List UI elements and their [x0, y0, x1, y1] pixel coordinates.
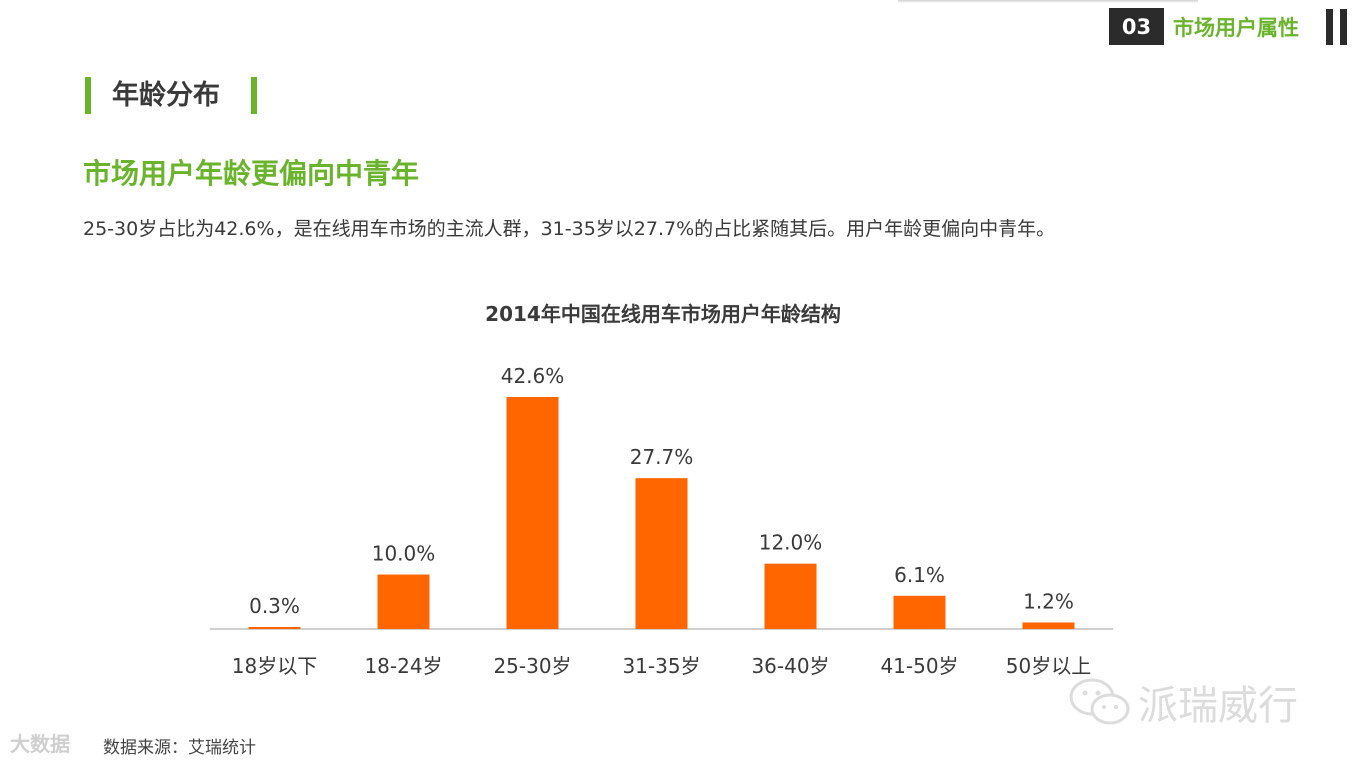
page-subtitle: 市场用户年龄更偏向中青年	[83, 157, 420, 190]
x-tick-label-5: 41-50岁	[880, 654, 958, 678]
x-tick-label-2: 25-30岁	[493, 654, 571, 678]
watermark-text: 派瑞威行	[1138, 683, 1298, 729]
data-label-4: 12.0%	[759, 531, 823, 555]
x-tick-label-4: 36-40岁	[751, 654, 829, 678]
wechat-icon	[1069, 678, 1130, 725]
data-source: 数据来源：艾瑞统计	[103, 738, 256, 758]
data-label-6: 1.2%	[1023, 589, 1074, 613]
heading-bar-right	[251, 77, 257, 114]
x-tick-label-0: 18岁以下	[232, 654, 317, 678]
bar-6	[1022, 622, 1075, 629]
heading-bar-left	[85, 77, 91, 114]
pause-icon	[1326, 9, 1348, 45]
data-label-5: 6.1%	[894, 563, 945, 587]
x-tick-label-6: 50岁以上	[1006, 654, 1091, 678]
watermark: 派瑞威行	[1068, 673, 1298, 731]
top-shadow	[898, 0, 1198, 3]
bar-0	[248, 627, 301, 629]
data-label-2: 42.6%	[501, 364, 565, 388]
data-label-1: 10.0%	[372, 542, 436, 566]
bar-1	[377, 574, 430, 629]
data-label-3: 27.7%	[630, 445, 694, 469]
section-number: 03	[1109, 8, 1164, 45]
bar-4	[764, 563, 817, 629]
data-label-0: 0.3%	[249, 594, 300, 618]
x-tick-label-3: 31-35岁	[622, 654, 700, 678]
bar-3	[635, 478, 688, 629]
chart-title: 2014年中国在线用车市场用户年龄结构	[485, 302, 841, 326]
section-title: 市场用户属性	[1173, 16, 1299, 40]
bar-2	[506, 397, 559, 629]
page-heading: 年龄分布	[112, 80, 220, 111]
description-text: 25-30岁占比为42.6%，是在线用车市场的主流人群，31-35岁以27.7%…	[83, 218, 1056, 240]
corner-logo: 大数据	[10, 732, 70, 756]
x-tick-label-1: 18-24岁	[364, 654, 442, 678]
bar-5	[893, 595, 946, 629]
